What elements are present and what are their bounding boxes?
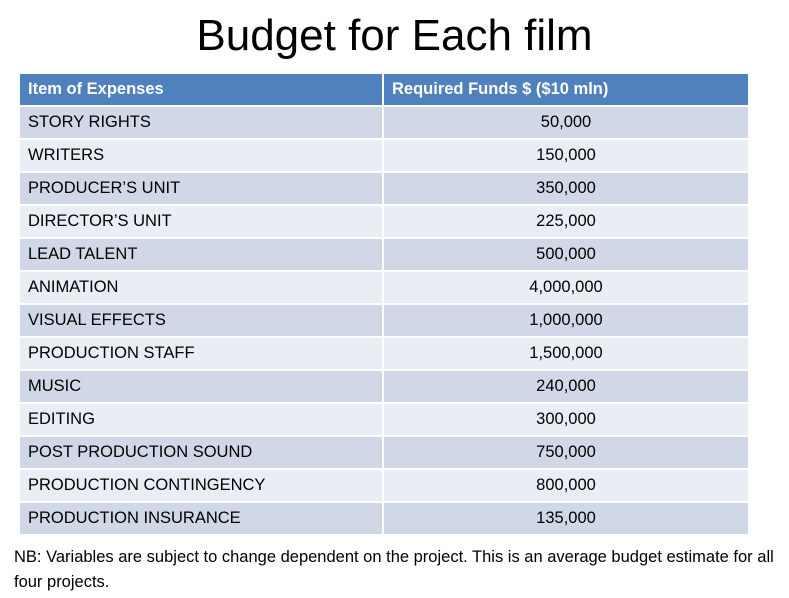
budget-table: Item of Expenses Required Funds $ ($10 m…	[20, 74, 748, 534]
header-required-funds: Required Funds $ ($10 mln)	[383, 74, 748, 106]
expense-item-cell: PRODUCTION STAFF	[20, 336, 384, 370]
expense-item-cell: DIRECTOR’S UNIT	[20, 204, 384, 238]
required-funds-cell: 135,000	[383, 501, 748, 534]
table-row: PRODUCTION INSURANCE 135,000	[20, 501, 748, 534]
table-row: WRITERS 150,000	[20, 138, 748, 172]
required-funds-cell: 750,000	[383, 435, 748, 469]
required-funds-cell: 150,000	[383, 138, 748, 172]
required-funds-cell: 500,000	[383, 237, 748, 271]
expense-item-cell: STORY RIGHTS	[20, 105, 384, 139]
table-row: EDITING 300,000	[20, 402, 748, 436]
expense-item-cell: PRODUCTION INSURANCE	[20, 501, 384, 534]
page-title: Budget for Each film	[196, 11, 593, 60]
expense-item-cell: EDITING	[20, 402, 384, 436]
table-row: PRODUCER’S UNIT 350,000	[20, 171, 748, 205]
table-row: PRODUCTION STAFF 1,500,000	[20, 336, 748, 370]
table-row: VISUAL EFFECTS 1,000,000	[20, 303, 748, 337]
required-funds-cell: 225,000	[383, 204, 748, 238]
header-item-of-expenses: Item of Expenses	[20, 74, 384, 106]
expense-item-cell: VISUAL EFFECTS	[20, 303, 384, 337]
expense-item-cell: MUSIC	[20, 369, 384, 403]
required-funds-cell: 800,000	[383, 468, 748, 502]
expense-item-cell: PRODUCER’S UNIT	[20, 171, 384, 205]
footnote: NB: Variables are subject to change depe…	[14, 548, 774, 591]
table-row: PRODUCTION CONTINGENCY 800,000	[20, 468, 748, 502]
table-row: STORY RIGHTS 50,000	[20, 105, 748, 139]
required-funds-cell: 4,000,000	[383, 270, 748, 304]
table-row: MUSIC 240,000	[20, 369, 748, 403]
table-row: POST PRODUCTION SOUND 750,000	[20, 435, 748, 469]
required-funds-cell: 240,000	[383, 369, 748, 403]
table-header-row: Item of Expenses Required Funds $ ($10 m…	[20, 74, 748, 106]
expense-item-cell: PRODUCTION CONTINGENCY	[20, 468, 384, 502]
required-funds-cell: 1,500,000	[383, 336, 748, 370]
expense-item-cell: LEAD TALENT	[20, 237, 384, 271]
table-row: DIRECTOR’S UNIT 225,000	[20, 204, 748, 238]
required-funds-cell: 1,000,000	[383, 303, 748, 337]
required-funds-cell: 350,000	[383, 171, 748, 205]
expense-item-cell: WRITERS	[20, 138, 384, 172]
required-funds-cell: 300,000	[383, 402, 748, 436]
table-row: LEAD TALENT 500,000	[20, 237, 748, 271]
expense-item-cell: POST PRODUCTION SOUND	[20, 435, 384, 469]
expense-item-cell: ANIMATION	[20, 270, 384, 304]
table-row: ANIMATION 4,000,000	[20, 270, 748, 304]
required-funds-cell: 50,000	[383, 105, 748, 139]
